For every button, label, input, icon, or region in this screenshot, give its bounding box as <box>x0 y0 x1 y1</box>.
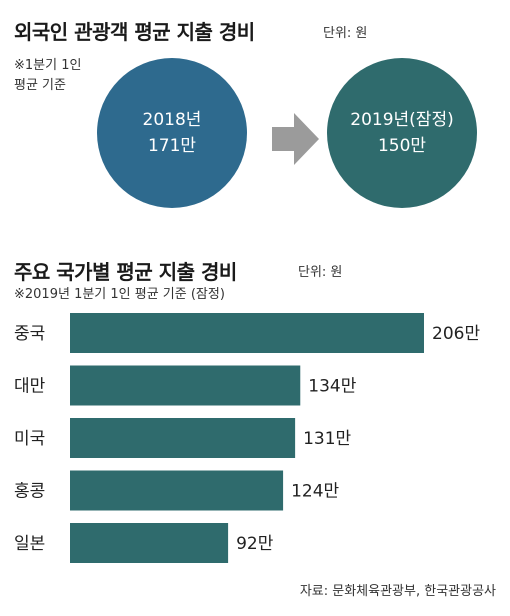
bar-category-label: 중국 <box>14 324 45 344</box>
top-unit: 단위: 원 <box>323 26 368 41</box>
bar-category-label: 미국 <box>14 429 45 449</box>
circle-2018: 2018년 171만 <box>97 58 247 208</box>
bottom-title: 주요 국가별 평균 지출 경비 <box>14 260 237 284</box>
bar-value-label: 124만 <box>291 482 339 502</box>
bar <box>70 313 424 353</box>
source-note: 자료: 문화체육관광부, 한국관광공사 <box>299 584 496 599</box>
bottom-unit: 단위: 원 <box>298 265 343 280</box>
bar <box>70 365 301 406</box>
bar-value-label: 206만 <box>432 324 480 344</box>
bar <box>70 470 284 511</box>
bar-value-label: 92만 <box>236 534 274 554</box>
circle-2018-value: 171만 <box>147 136 197 156</box>
bar <box>70 418 296 458</box>
circle-2019: 2019년(잠정) 150만 <box>327 58 477 208</box>
bar-category-label: 홍콩 <box>14 482 45 502</box>
top-note-line2: 평균 기준 <box>14 78 66 93</box>
circle-2018-year: 2018년 <box>142 110 202 130</box>
circle-2019-year: 2019년(잠정) <box>350 110 454 130</box>
bar <box>70 523 229 563</box>
bar-category-label: 일본 <box>14 534 45 554</box>
top-note-line1: ※1분기 1인 <box>14 58 82 73</box>
bottom-note: ※2019년 1분기 1인 평균 기준 (잠정) <box>14 287 225 302</box>
circle-2019-value: 150만 <box>377 136 427 156</box>
bar-value-label: 131만 <box>303 429 351 449</box>
bar-category-label: 대만 <box>14 377 46 397</box>
right-arrow-icon <box>272 113 319 165</box>
top-title: 외국인 관광객 평균 지출 경비 <box>14 20 255 44</box>
bar-value-label: 134만 <box>308 377 356 397</box>
